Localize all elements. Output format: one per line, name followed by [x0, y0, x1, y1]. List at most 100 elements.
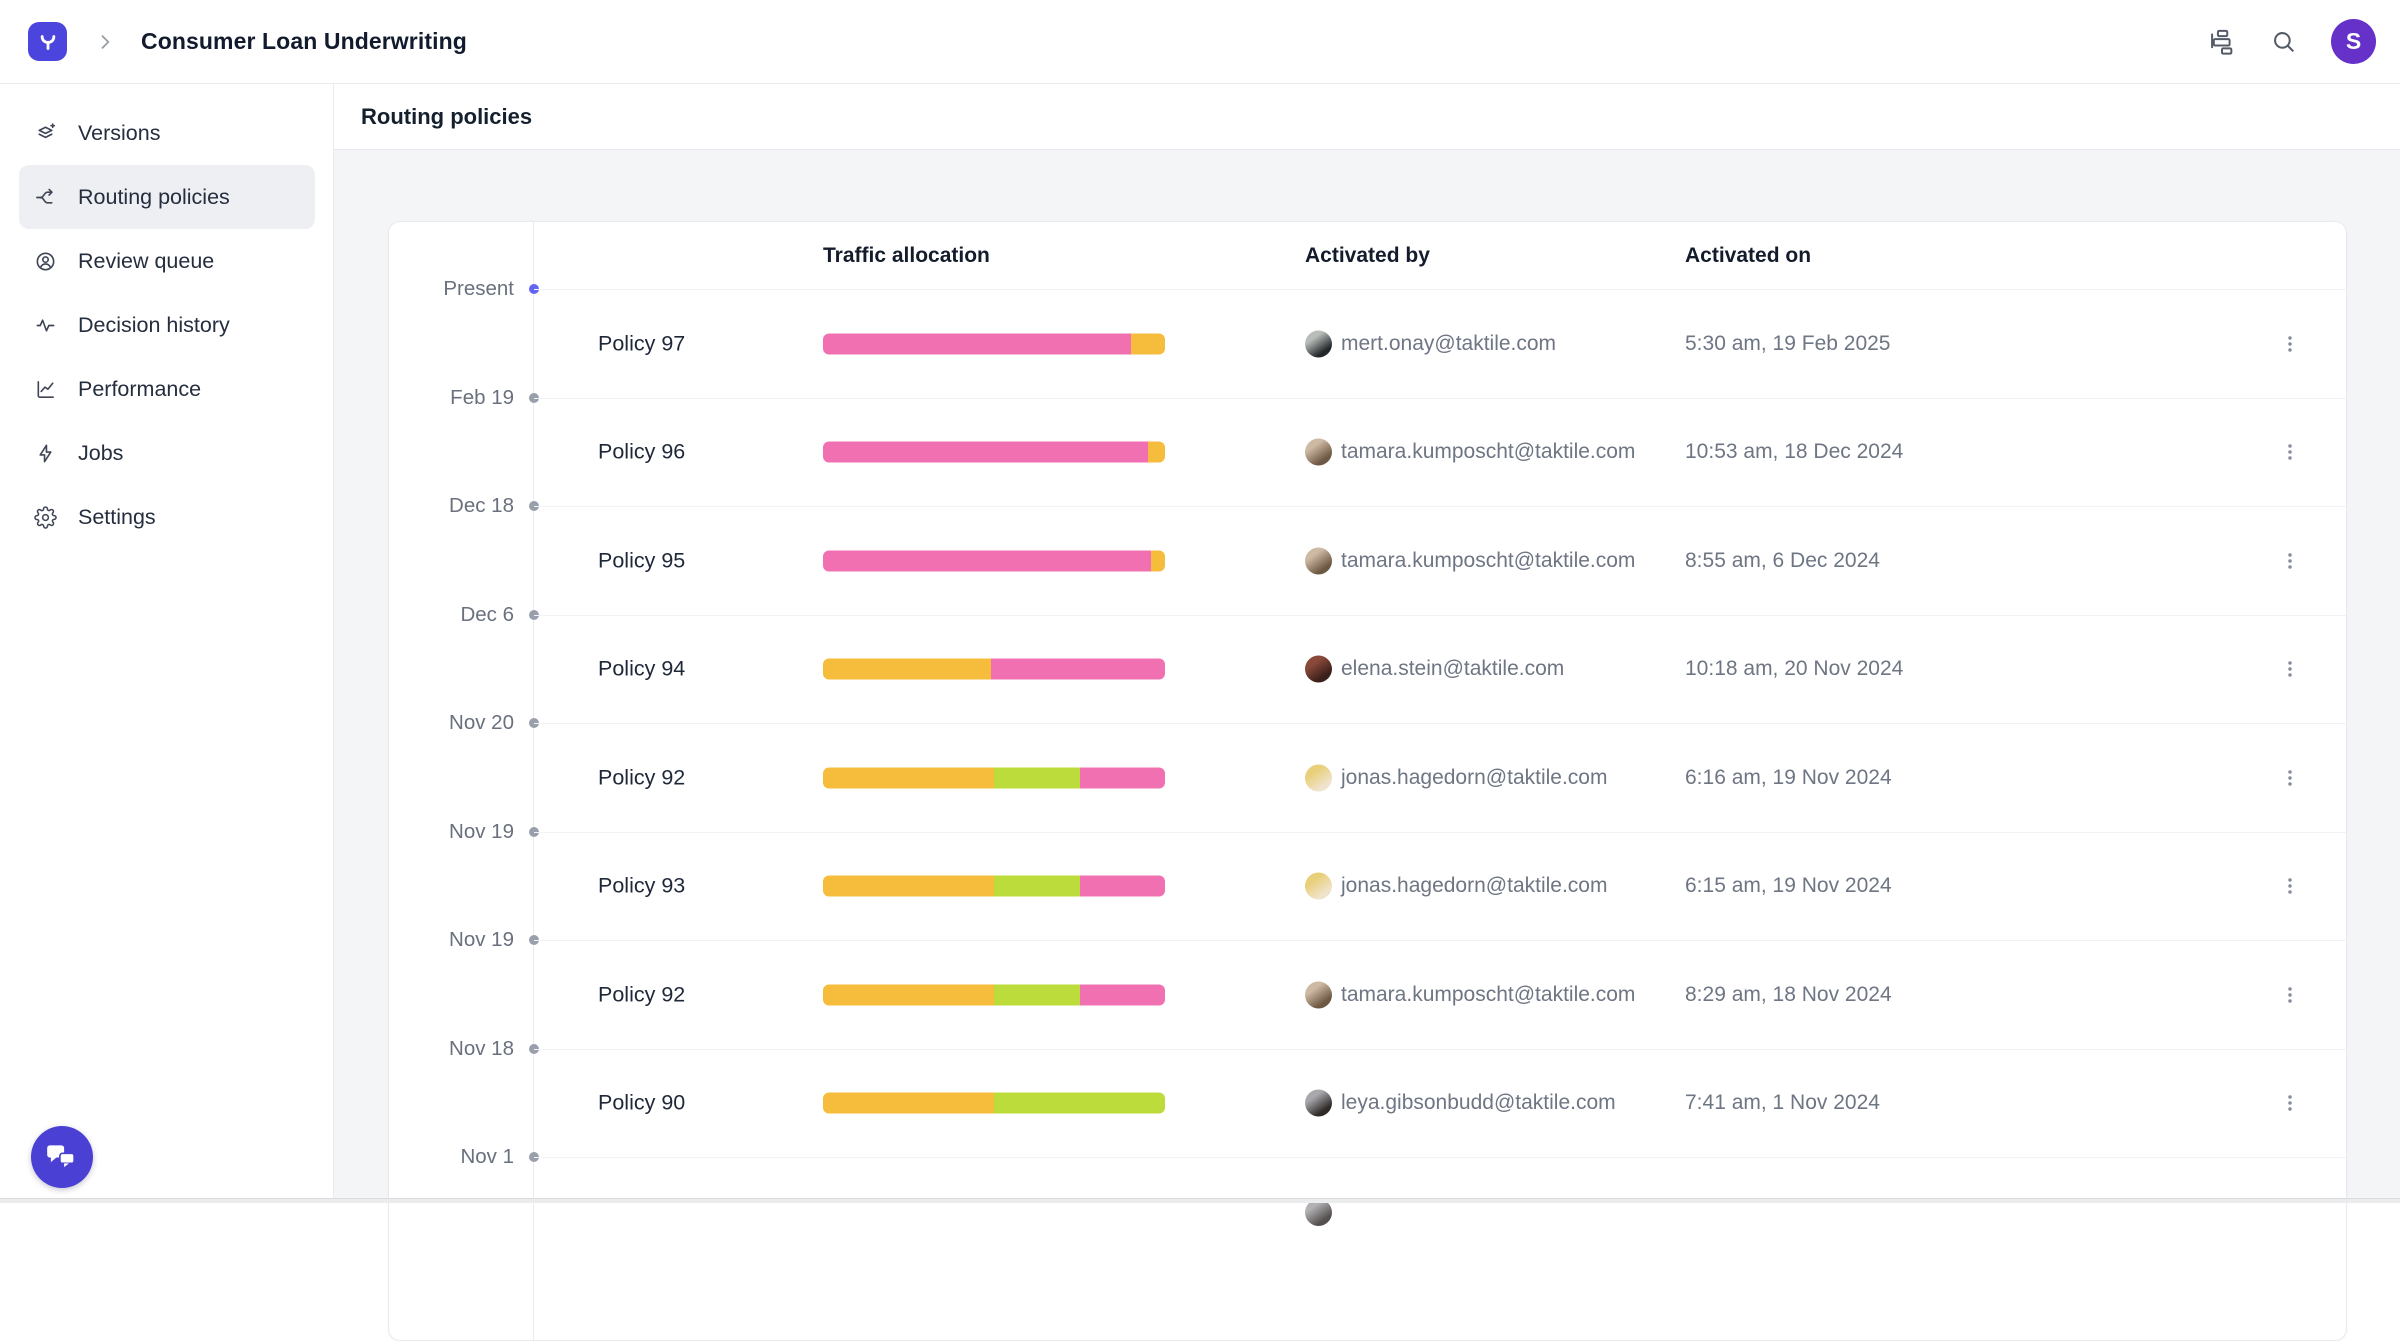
activated-by-email: jonas.hagedorn@taktile.com — [1341, 766, 1607, 790]
activated-on-date: 10:18 am, 20 Nov 2024 — [1685, 657, 1903, 681]
allocation-segment-yellow — [1151, 550, 1165, 571]
allocation-segment-pink — [1080, 876, 1166, 897]
row-actions-button[interactable] — [2273, 1086, 2307, 1120]
table-header-row: Traffic allocation Activated by Activate… — [534, 222, 2346, 289]
activated-on-date: 7:41 am, 1 Nov 2024 — [1685, 1091, 1880, 1115]
avatar — [1305, 873, 1332, 900]
policy-row: Policy 90 leya.gibsonbudd@taktile.com 7:… — [534, 1049, 2346, 1158]
allocation-segment-pink — [823, 550, 1151, 571]
sidebar-item-jobs[interactable]: Jobs — [19, 421, 315, 485]
chat-support-button[interactable] — [31, 1126, 93, 1188]
row-actions-button[interactable] — [2273, 869, 2307, 903]
user-avatar-initial: S — [2346, 28, 2361, 55]
traffic-allocation-bar — [823, 333, 1165, 354]
traffic-allocation-bar — [823, 1093, 1165, 1114]
policy-row: Policy 92 tamara.kumposcht@taktile.com 8… — [534, 940, 2346, 1049]
search-icon[interactable] — [2270, 28, 2297, 55]
timeline-label: Nov 19 — [389, 928, 514, 952]
row-actions-button[interactable] — [2273, 327, 2307, 361]
policy-name: Policy 92 — [598, 982, 685, 1007]
column-header-activated-by: Activated by — [1305, 244, 1430, 268]
policy-name: Policy 96 — [598, 440, 685, 465]
kebab-menu-icon — [2279, 441, 2301, 463]
jobs-icon — [34, 442, 57, 465]
allocation-segment-yellow — [1131, 333, 1165, 354]
policy-name: Policy 93 — [598, 874, 685, 899]
row-actions-button[interactable] — [2273, 544, 2307, 578]
policy-row: Policy 95 tamara.kumposcht@taktile.com 8… — [534, 506, 2346, 615]
sidebar: Versions Routing policies Review queue D… — [0, 84, 334, 1203]
taktile-logo[interactable] — [28, 22, 67, 61]
kebab-menu-icon — [2279, 550, 2301, 572]
workspace-title: Consumer Loan Underwriting — [141, 28, 467, 55]
traffic-allocation-bar — [823, 984, 1165, 1005]
timeline-label: Nov 19 — [389, 820, 514, 844]
timeline-label: Nov 18 — [389, 1037, 514, 1061]
policy-row: Policy 97 mert.onay@taktile.com 5:30 am,… — [534, 289, 2346, 398]
policy-name: Policy 94 — [598, 657, 685, 682]
breadcrumb-chevron-icon — [95, 32, 115, 52]
decision-history-icon — [34, 314, 57, 337]
column-header-traffic-allocation: Traffic allocation — [823, 244, 990, 268]
allocation-segment-green — [994, 984, 1080, 1005]
avatar — [1305, 547, 1332, 574]
taktile-logo-glyph — [35, 29, 61, 55]
activated-on-date: 5:30 am, 19 Feb 2025 — [1685, 332, 1890, 356]
sidebar-item-label: Settings — [78, 505, 156, 530]
timeline-label: Feb 19 — [389, 386, 514, 410]
allocation-segment-pink — [991, 659, 1165, 680]
window-bottom-edge — [0, 1198, 2400, 1203]
sidebar-item-review-queue[interactable]: Review queue — [19, 229, 315, 293]
avatar — [1305, 764, 1332, 791]
allocation-segment-yellow — [823, 984, 994, 1005]
allocation-segment-pink — [1080, 767, 1166, 788]
avatar — [1305, 656, 1332, 683]
timeline-label: Present — [389, 277, 514, 301]
row-actions-button[interactable] — [2273, 652, 2307, 686]
sidebar-item-performance[interactable]: Performance — [19, 357, 315, 421]
sidebar-item-decision-history[interactable]: Decision history — [19, 293, 315, 357]
row-actions-button[interactable] — [2273, 435, 2307, 469]
activated-on-date: 6:15 am, 19 Nov 2024 — [1685, 874, 1892, 898]
sidebar-item-label: Performance — [78, 377, 201, 402]
traffic-allocation-bar — [823, 876, 1165, 897]
timeline-label: Nov 1 — [389, 1145, 514, 1169]
policy-row: Policy 93 jonas.hagedorn@taktile.com 6:1… — [534, 832, 2346, 941]
kebab-menu-icon — [2279, 984, 2301, 1006]
allocation-segment-yellow — [1148, 442, 1165, 463]
sidebar-item-routing-policies[interactable]: Routing policies — [19, 165, 315, 229]
timeline-label: Dec 6 — [389, 603, 514, 627]
workflow-icon[interactable] — [2208, 28, 2236, 56]
activated-by-email: elena.stein@taktile.com — [1341, 657, 1564, 681]
policy-row: Policy 96 tamara.kumposcht@taktile.com 1… — [534, 398, 2346, 507]
settings-icon — [34, 506, 57, 529]
policy-name: Policy 92 — [598, 765, 685, 790]
traffic-allocation-bar — [823, 550, 1165, 571]
traffic-allocation-bar — [823, 442, 1165, 463]
sidebar-item-versions[interactable]: Versions — [19, 101, 315, 165]
sidebar-item-label: Review queue — [78, 249, 214, 274]
allocation-segment-pink — [823, 333, 1131, 354]
user-avatar[interactable]: S — [2331, 19, 2376, 64]
row-actions-button[interactable] — [2273, 761, 2307, 795]
policy-name: Policy 95 — [598, 548, 685, 573]
kebab-menu-icon — [2279, 875, 2301, 897]
activated-on-date: 8:29 am, 18 Nov 2024 — [1685, 983, 1892, 1007]
activated-by-email: tamara.kumposcht@taktile.com — [1341, 549, 1635, 573]
kebab-menu-icon — [2279, 658, 2301, 680]
avatar — [1305, 1199, 1332, 1226]
allocation-segment-yellow — [823, 876, 994, 897]
avatar — [1305, 1090, 1332, 1117]
sidebar-item-settings[interactable]: Settings — [19, 485, 315, 549]
kebab-menu-icon — [2279, 333, 2301, 355]
avatar — [1305, 330, 1332, 357]
review-queue-icon — [34, 250, 57, 273]
activated-by-email: jonas.hagedorn@taktile.com — [1341, 874, 1607, 898]
chat-bubbles-icon — [44, 1141, 80, 1173]
avatar — [1305, 439, 1332, 466]
policy-name: Policy 90 — [598, 1091, 685, 1116]
row-actions-button[interactable] — [2273, 978, 2307, 1012]
performance-icon — [34, 378, 57, 401]
